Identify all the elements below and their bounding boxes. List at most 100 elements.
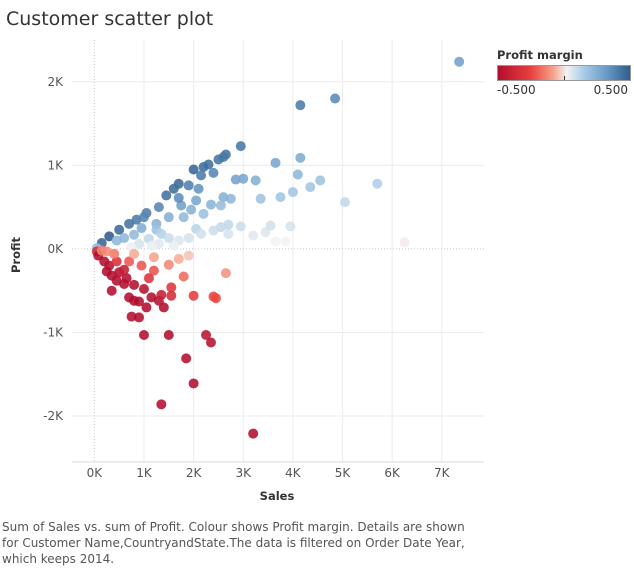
data-point[interactable] [141,302,152,313]
data-point[interactable] [186,204,197,215]
data-point[interactable] [183,250,194,261]
data-point[interactable] [119,264,130,275]
data-point[interactable] [153,202,164,213]
data-point[interactable] [168,183,179,194]
data-point[interactable] [188,164,199,175]
data-point[interactable] [188,378,199,389]
data-point[interactable] [124,256,135,267]
data-point[interactable] [111,256,122,267]
data-point[interactable] [148,252,159,263]
data-point[interactable] [121,273,132,284]
data-point[interactable] [129,279,140,290]
data-point[interactable] [161,190,172,201]
data-point[interactable] [205,337,216,348]
data-point[interactable] [225,193,236,204]
data-point[interactable] [230,174,241,185]
data-point[interactable] [250,175,261,186]
data-point[interactable] [181,353,192,364]
data-point[interactable] [305,182,316,193]
data-point[interactable] [196,228,207,239]
data-point[interactable] [163,259,174,270]
data-point[interactable] [111,235,122,246]
data-point[interactable] [163,329,174,340]
data-point[interactable] [198,162,209,173]
data-point[interactable] [124,218,135,229]
data-point[interactable] [96,245,107,256]
data-point[interactable] [156,399,167,410]
data-point[interactable] [138,329,149,340]
data-point[interactable] [191,195,202,206]
data-point[interactable] [178,271,189,282]
data-point[interactable] [143,273,154,284]
data-point[interactable] [235,141,246,152]
data-point[interactable] [101,266,112,277]
data-point[interactable] [129,229,140,240]
data-point[interactable] [201,329,212,340]
data-point[interactable] [265,220,276,231]
data-point[interactable] [146,292,157,303]
data-point[interactable] [295,100,306,111]
data-point[interactable] [292,169,303,180]
data-point[interactable] [173,253,184,264]
data-point[interactable] [315,175,326,186]
data-point[interactable] [330,93,341,104]
data-point[interactable] [129,248,140,259]
data-point[interactable] [210,293,221,304]
data-point[interactable] [270,236,281,247]
data-point[interactable] [223,219,234,230]
data-point[interactable] [248,428,259,439]
data-point[interactable] [295,152,306,163]
data-point[interactable] [148,265,159,276]
data-point[interactable] [173,192,184,203]
data-point[interactable] [208,225,219,236]
data-point[interactable] [193,183,204,194]
data-point[interactable] [188,290,199,301]
data-point[interactable] [146,240,157,251]
data-point[interactable] [156,228,167,239]
data-point[interactable] [218,192,229,203]
data-point[interactable] [270,157,281,168]
data-point[interactable] [126,311,137,322]
data-point[interactable] [285,221,296,232]
data-point[interactable] [208,167,219,178]
data-point[interactable] [275,192,286,203]
color-legend[interactable]: Profit margin -0.500 0.500 [497,48,632,99]
data-point[interactable] [454,56,465,67]
data-point[interactable] [223,228,234,239]
data-point[interactable] [183,180,194,191]
data-point[interactable] [168,240,179,251]
data-point[interactable] [235,221,246,232]
data-point[interactable] [178,212,189,223]
legend-gradient-bar[interactable] [497,65,631,81]
data-point[interactable] [136,223,147,234]
data-point[interactable] [255,193,266,204]
data-point[interactable] [134,238,145,249]
data-point[interactable] [153,238,164,249]
data-point[interactable] [215,200,226,211]
data-point[interactable] [238,173,249,184]
data-point[interactable] [163,212,174,223]
data-point[interactable] [134,312,145,323]
data-point[interactable] [399,237,410,248]
data-point[interactable] [220,268,231,279]
data-point[interactable] [138,284,149,295]
data-point[interactable] [183,233,194,244]
data-point[interactable] [280,236,291,247]
data-point[interactable] [196,170,207,181]
data-point[interactable] [166,282,177,293]
data-point[interactable] [248,230,259,241]
data-point[interactable] [372,178,383,189]
data-point[interactable] [136,260,147,271]
data-point[interactable] [104,231,115,242]
data-point[interactable] [205,199,216,210]
data-point[interactable] [198,208,209,219]
data-point[interactable] [111,275,122,286]
data-point[interactable] [166,290,177,301]
data-point[interactable] [163,233,174,244]
data-point[interactable] [340,197,351,208]
data-point[interactable] [213,154,224,165]
data-point[interactable] [114,224,125,235]
data-point[interactable] [106,285,117,296]
data-point[interactable] [156,289,167,300]
data-point[interactable] [287,187,298,198]
